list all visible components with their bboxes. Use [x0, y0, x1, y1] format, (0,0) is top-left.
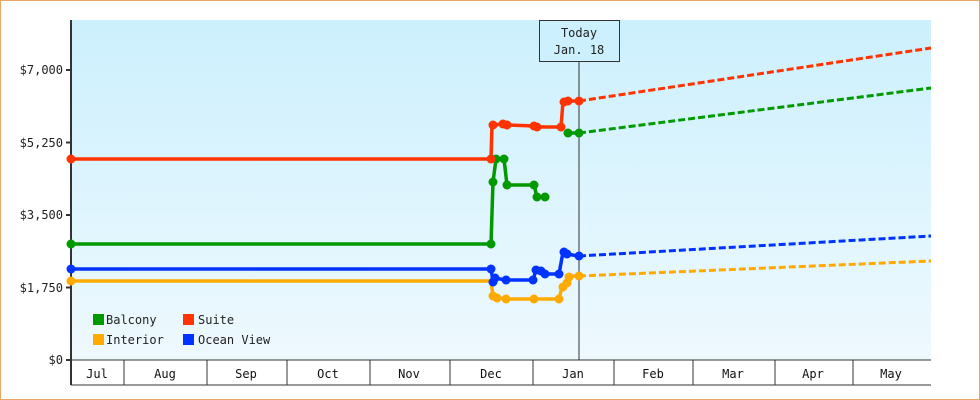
y-tick-label-7000: $7,000: [20, 63, 63, 77]
month-label-may: May: [880, 367, 902, 381]
series-balcony: [66, 128, 584, 249]
series-suite: [66, 96, 584, 164]
today-date: Jan. 18: [554, 43, 605, 57]
legend-swatch-interior: [93, 334, 104, 345]
series-interior: [66, 271, 584, 304]
y-tick-label-3500: $3,500: [20, 208, 63, 222]
projection-suite: [578, 46, 932, 103]
projection-balcony: [578, 86, 932, 135]
y-ticks: [66, 69, 71, 361]
month-label-mar: Mar: [722, 367, 744, 381]
month-label-dec: Dec: [480, 367, 502, 381]
y-tick-label-5250: $5,250: [20, 136, 63, 150]
legend-swatch-balcony: [93, 314, 104, 325]
month-label-apr: Apr: [802, 367, 824, 381]
projection-ocean-view: [578, 234, 932, 258]
legend-label-interior: Interior: [106, 333, 164, 347]
series-ocean-view: [66, 247, 584, 287]
month-label-nov: Nov: [398, 367, 420, 381]
legend-label-balcony: Balcony: [106, 313, 157, 327]
legend-item-interior[interactable]: Interior: [93, 333, 164, 347]
today-label: Today: [561, 26, 597, 40]
today-marker: Today Jan. 18: [539, 20, 620, 62]
legend-item-balcony[interactable]: Balcony: [93, 313, 157, 327]
y-tick-label-1750: $1,750: [20, 281, 63, 295]
projections: [578, 46, 932, 278]
y-tick-label-0: $0: [49, 353, 63, 367]
month-label-jul: Jul: [86, 367, 108, 381]
legend: Balcony Suite Interior Ocean View: [93, 313, 271, 347]
legend-label-ocean-view: Ocean View: [198, 333, 271, 347]
month-label-feb: Feb: [642, 367, 664, 381]
legend-swatch-ocean-view: [183, 334, 194, 345]
month-label-aug: Aug: [154, 367, 176, 381]
month-label-sep: Sep: [235, 367, 257, 381]
month-label-jan: Jan: [562, 367, 584, 381]
month-label-oct: Oct: [317, 367, 339, 381]
legend-item-ocean-view[interactable]: Ocean View: [183, 333, 271, 347]
plot-area: [71, 20, 931, 360]
legend-swatch-suite: [183, 314, 194, 325]
legend-item-suite[interactable]: Suite: [183, 313, 234, 327]
projection-interior: [578, 259, 932, 278]
x-axis: [71, 359, 931, 386]
legend-label-suite: Suite: [198, 313, 234, 327]
